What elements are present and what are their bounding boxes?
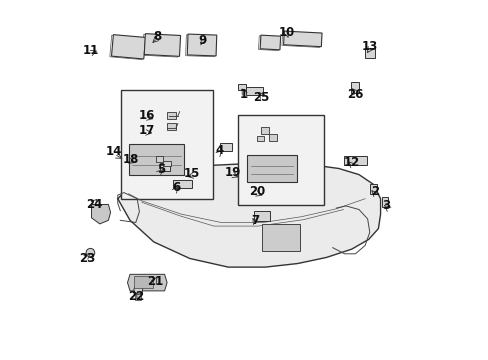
Text: 23: 23 (79, 252, 95, 265)
Text: 22: 22 (127, 291, 143, 303)
Bar (142, 35, 179, 57)
Bar (135, 294, 141, 300)
Text: 1: 1 (239, 88, 247, 101)
Text: 11: 11 (82, 44, 99, 57)
Text: 12: 12 (343, 156, 359, 169)
Text: 6: 6 (172, 181, 180, 194)
Bar (245, 87, 263, 95)
Bar (369, 184, 376, 194)
Text: 7: 7 (251, 214, 259, 227)
Bar (187, 34, 216, 56)
Text: 18: 18 (122, 153, 139, 166)
Bar (344, 156, 366, 165)
Bar (351, 82, 359, 93)
Text: 20: 20 (248, 185, 264, 198)
Bar (167, 123, 176, 130)
Polygon shape (127, 274, 167, 291)
Text: 19: 19 (224, 166, 241, 179)
Bar (111, 35, 145, 59)
Text: 16: 16 (138, 109, 154, 122)
Bar (381, 197, 387, 207)
Bar (121, 90, 212, 199)
Text: 26: 26 (346, 88, 363, 101)
Bar (87, 249, 93, 256)
Text: 10: 10 (278, 26, 294, 39)
Bar (283, 31, 322, 47)
Polygon shape (118, 164, 380, 267)
Bar (282, 32, 320, 48)
Text: 4: 4 (216, 144, 224, 157)
Bar (261, 224, 299, 251)
Bar (247, 155, 296, 182)
Bar (258, 36, 279, 50)
Bar (163, 161, 170, 166)
Text: 21: 21 (147, 275, 163, 288)
Circle shape (86, 248, 95, 257)
Bar (268, 134, 276, 141)
Bar (144, 33, 180, 57)
Bar (253, 211, 269, 221)
Bar (110, 35, 143, 60)
Circle shape (134, 285, 142, 294)
Bar (260, 35, 280, 50)
Bar (167, 112, 176, 119)
Text: 24: 24 (86, 198, 102, 211)
Bar (185, 35, 215, 57)
Bar (159, 163, 169, 171)
Text: 14: 14 (106, 145, 122, 158)
Text: 8: 8 (153, 30, 161, 42)
Bar (220, 143, 231, 151)
Text: 25: 25 (253, 91, 269, 104)
Text: 2: 2 (370, 185, 378, 198)
Bar (261, 127, 269, 134)
Bar (156, 156, 163, 162)
Text: 9: 9 (198, 34, 206, 47)
Polygon shape (91, 204, 110, 224)
Text: 13: 13 (361, 40, 377, 53)
Bar (128, 144, 184, 175)
Bar (238, 115, 323, 205)
Bar (364, 48, 374, 58)
Text: 3: 3 (382, 199, 390, 212)
Bar (257, 136, 264, 141)
Text: 15: 15 (184, 167, 200, 180)
Bar (133, 276, 153, 288)
Text: 17: 17 (138, 124, 154, 137)
Text: 5: 5 (157, 163, 165, 176)
Bar (237, 84, 245, 90)
Bar (172, 180, 192, 188)
